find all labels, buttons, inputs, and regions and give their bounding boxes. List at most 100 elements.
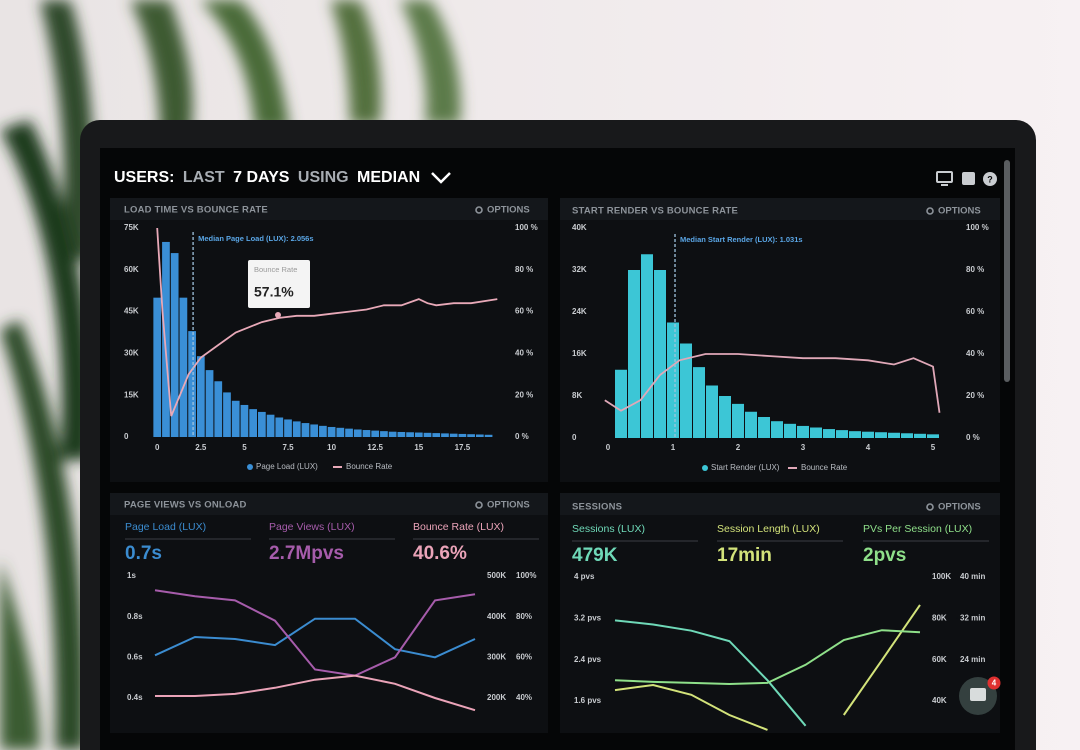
- y-tick-label: 0: [572, 433, 577, 442]
- panel: LOAD TIME VS BOUNCE RATE OPTIONS 0 15K 30K 45…: [110, 198, 548, 482]
- histogram-bar: [615, 369, 627, 438]
- y-tick-label: 1s: [127, 571, 136, 580]
- leaf: [0, 560, 40, 750]
- options-icon[interactable]: [475, 206, 483, 214]
- histogram-bar: [719, 396, 731, 438]
- y-tick-label: 40%: [516, 693, 532, 702]
- histogram-bar: [284, 419, 292, 437]
- notification-count: 4: [992, 679, 997, 688]
- help-icon[interactable]: [983, 172, 997, 186]
- panel-title: PAGE VIEWS VS ONLOAD: [124, 500, 247, 511]
- median-annotation: Median Start Render (LUX): 1.031s: [680, 235, 803, 244]
- panel: SESSIONS OPTIONS 1.6 pvs 2.4 pvs 3.2 pvs 4 pv…: [560, 493, 1000, 733]
- title-part: 7 DAYS: [233, 169, 290, 186]
- y-tick-label: 0.6s: [127, 652, 143, 661]
- leaf: [130, 0, 193, 140]
- options-icon[interactable]: [926, 207, 934, 215]
- y-tick-label: 100K: [932, 572, 951, 581]
- options-button[interactable]: OPTIONS: [938, 502, 981, 513]
- panel: PAGE VIEWS VS ONLOAD OPTIONS 0.4s 0.6s 0.8s 1…: [110, 493, 548, 733]
- y-tick-label: 100%: [516, 571, 536, 580]
- kpi-value: 40.6%: [413, 543, 467, 564]
- histogram-bar: [875, 432, 887, 438]
- histogram-bar: [380, 431, 388, 437]
- legend-swatch: [247, 464, 253, 470]
- legend-label[interactable]: Page Load (LUX): [256, 462, 318, 471]
- y-tick-label: 0.4s: [127, 693, 143, 702]
- panel-header: [560, 198, 1000, 220]
- histogram-bar: [336, 427, 345, 437]
- y-tick-label: 80%: [516, 612, 532, 621]
- panel-background: [560, 493, 1000, 733]
- histogram-bar: [641, 254, 653, 438]
- monitor-icon[interactable]: [936, 171, 953, 183]
- y-tick-label: 45K: [124, 307, 139, 316]
- kpi-value: 479K: [572, 545, 618, 566]
- histogram-bar: [188, 331, 196, 437]
- legend-label[interactable]: Bounce Rate: [801, 463, 848, 472]
- kpi-label: Sessions (LUX): [572, 523, 645, 535]
- y-tick-label: 0 %: [966, 433, 980, 442]
- options-icon[interactable]: [926, 503, 934, 511]
- kpi-label: Page Views (LUX): [269, 521, 355, 533]
- histogram-bar: [823, 429, 835, 438]
- options-icon[interactable]: [475, 501, 483, 509]
- scrollbar[interactable]: [1004, 160, 1010, 382]
- histogram-bar: [458, 433, 467, 437]
- histogram-bar: [449, 433, 458, 437]
- y-tick-label: 40 %: [515, 349, 533, 358]
- options-button[interactable]: OPTIONS: [487, 500, 530, 511]
- title-part[interactable]: MEDIAN: [357, 169, 420, 186]
- histogram-bar: [862, 431, 874, 438]
- histogram-bar: [258, 411, 266, 437]
- panel-header: [110, 493, 548, 515]
- kpi-value: 2.7Mpvs: [269, 543, 344, 564]
- y-tick-label: 20 %: [515, 390, 533, 399]
- histogram-bar: [810, 427, 822, 438]
- histogram-bar: [784, 423, 796, 438]
- chat-widget[interactable]: 4: [959, 676, 1001, 716]
- x-tick-label: 5: [242, 443, 247, 452]
- options-button[interactable]: OPTIONS: [938, 206, 981, 217]
- x-tick-label: 1: [671, 443, 676, 452]
- title-part: USERS:: [114, 169, 174, 186]
- options-button[interactable]: OPTIONS: [487, 205, 530, 216]
- histogram-bar: [414, 432, 423, 437]
- panel-header: [110, 198, 548, 220]
- image-icon[interactable]: [962, 172, 975, 185]
- dropdown-chevron[interactable]: [431, 172, 451, 184]
- notification-badge: [987, 676, 1001, 690]
- histogram-bar: [223, 392, 231, 437]
- leaf: [0, 120, 92, 460]
- histogram-bar: [162, 241, 170, 437]
- legend-label[interactable]: Bounce Rate: [346, 462, 393, 471]
- line-series: [614, 619, 807, 727]
- histogram-bar: [327, 426, 336, 437]
- y-tick-label: 24K: [572, 307, 587, 316]
- x-tick-label: 7.5: [282, 443, 294, 452]
- legend-label[interactable]: Start Render (LUX): [711, 463, 780, 472]
- y-tick-label: 80 %: [515, 265, 533, 274]
- y-tick-label: 40 %: [966, 349, 984, 358]
- histogram-bar: [179, 297, 188, 437]
- histogram-bar: [214, 381, 223, 437]
- y-tick-label: 80 %: [966, 265, 984, 274]
- panel: START RENDER VS BOUNCE RATE OPTIONS 0 8K 16K…: [560, 198, 1000, 482]
- monitor-stand: [941, 184, 948, 186]
- histogram-bar: [732, 403, 744, 438]
- panel-header: [560, 493, 1000, 515]
- x-tick-label: 0: [606, 443, 611, 452]
- line-series: [614, 604, 921, 731]
- kpi-label: Page Load (LUX): [125, 521, 206, 533]
- y-tick-label: 400K: [487, 612, 506, 621]
- y-tick-label: 40K: [572, 223, 587, 232]
- kpi-label: Bounce Rate (LUX): [413, 521, 504, 533]
- line-series: [154, 617, 476, 659]
- histogram-bar: [849, 431, 861, 438]
- histogram-bar: [319, 425, 327, 437]
- histogram-bar: [196, 356, 205, 437]
- title-part[interactable]: USING: [298, 169, 349, 186]
- histogram-bar: [745, 411, 757, 438]
- y-tick-label: 1.6 pvs: [574, 696, 602, 705]
